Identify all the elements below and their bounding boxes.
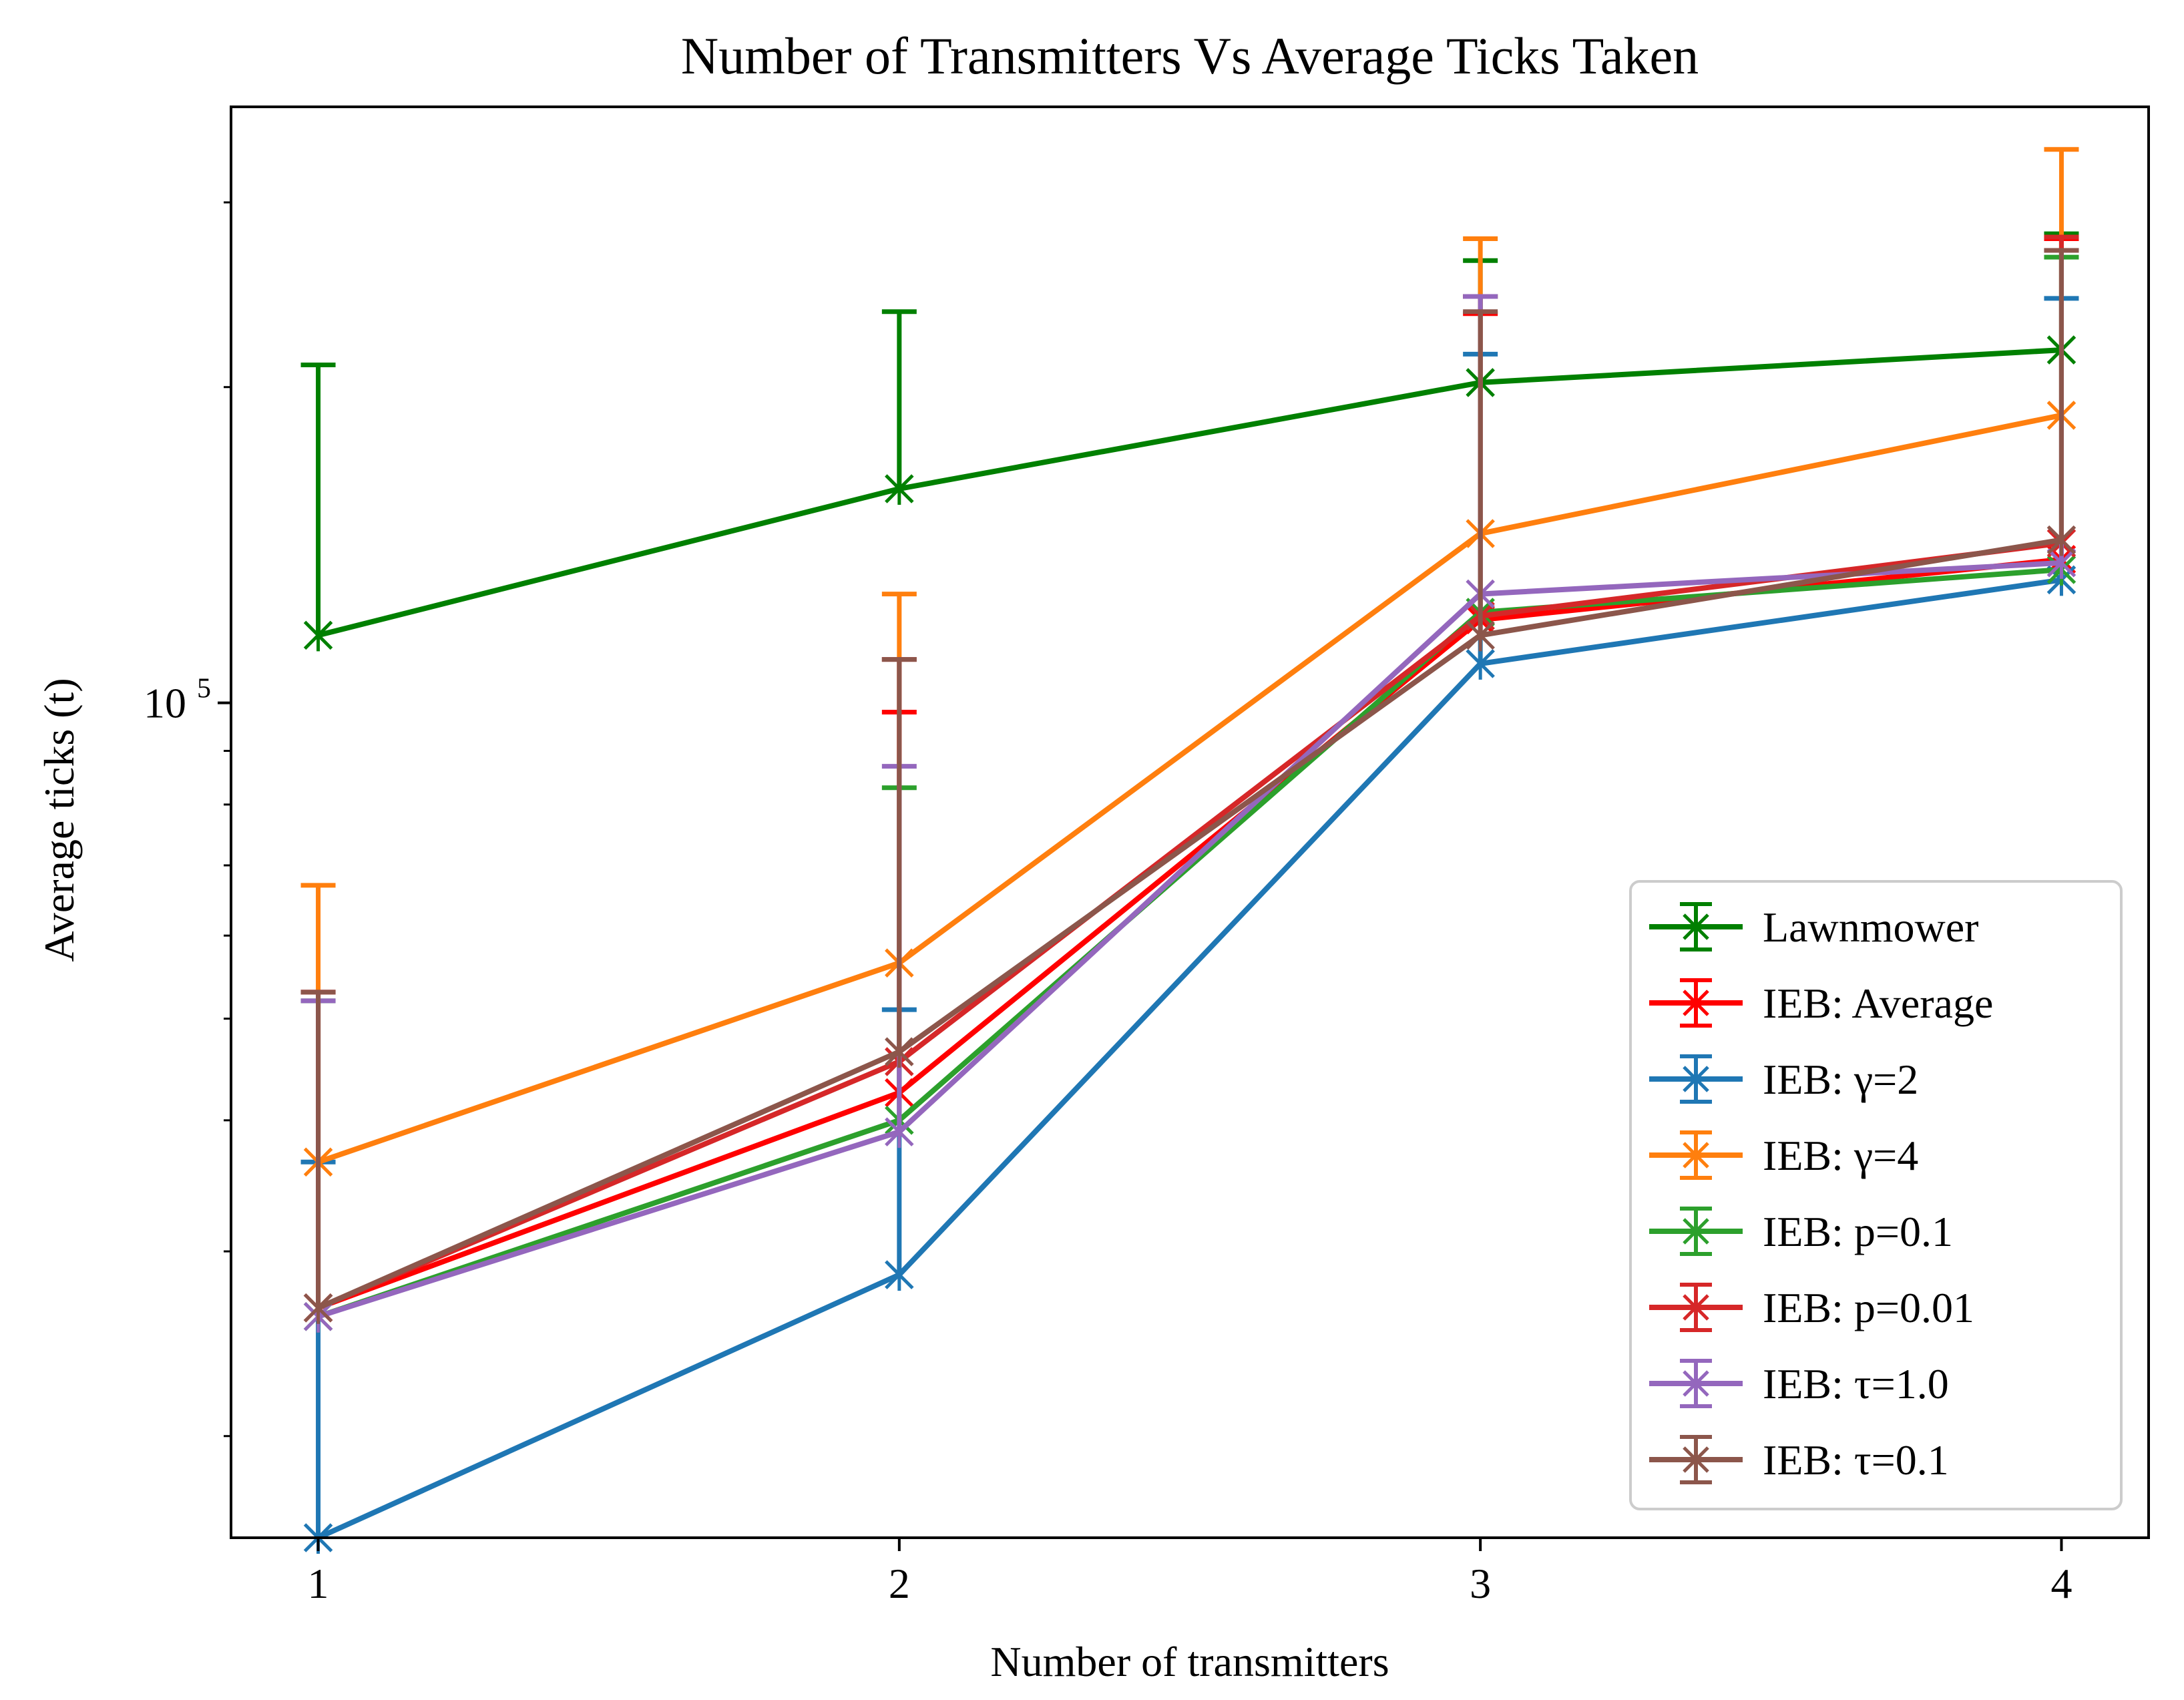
legend-marker xyxy=(1683,1066,1709,1092)
legend-marker xyxy=(1683,1370,1709,1397)
series xyxy=(300,231,2079,652)
data-point-marker xyxy=(1466,647,1495,680)
series-line xyxy=(316,577,2062,1540)
legend-entry: IEB: Average xyxy=(1649,978,1993,1028)
legend-label: IEB: τ=0.1 xyxy=(1763,1436,1949,1484)
legend-marker xyxy=(1683,1294,1709,1321)
series-line xyxy=(317,412,2062,1165)
data-point-marker xyxy=(885,1259,914,1291)
legend-label: IEB: τ=1.0 xyxy=(1763,1360,1949,1408)
x-axis: 1 2 3 4 xyxy=(308,1538,2072,1607)
data-point-marker xyxy=(885,1116,914,1148)
legend-entry: IEB: p=0.1 xyxy=(1649,1207,1953,1256)
legend-marker xyxy=(1683,1446,1709,1473)
legend-label: IEB: p=0.01 xyxy=(1763,1284,1974,1331)
series-line xyxy=(316,537,2062,1311)
legend-entry: IEB: γ=4 xyxy=(1649,1130,1918,1180)
legend-entry: IEB: γ=2 xyxy=(1649,1054,1918,1104)
series-line xyxy=(317,347,2062,638)
legend-marker xyxy=(1683,1142,1709,1168)
y-tick-label-major: 10 5 xyxy=(144,674,211,727)
y-axis: 10 5 xyxy=(144,201,231,1438)
legend-entry: IEB: p=0.01 xyxy=(1649,1283,1974,1332)
legend: Lawnmower IEB: Average IEB: γ=2 IEB: γ=4 IEB… xyxy=(1629,880,2123,1510)
y-tick-exponent: 5 xyxy=(197,674,211,704)
x-axis-label: Number of transmitters xyxy=(990,1638,1389,1685)
legend-entry: Lawnmower xyxy=(1649,902,1978,951)
y-tick-base: 10 xyxy=(144,680,186,727)
series xyxy=(300,248,2079,1324)
legend-marker xyxy=(1683,990,1709,1016)
legend-label: IEB: γ=4 xyxy=(1763,1132,1918,1179)
data-point-marker xyxy=(303,1291,333,1324)
data-point-marker xyxy=(885,472,914,505)
y-axis-label: Average ticks (t) xyxy=(35,678,83,962)
data-point-marker xyxy=(303,619,333,652)
data-point-marker xyxy=(1466,619,1495,652)
legend-label: Lawnmower xyxy=(1763,903,1978,951)
x-tick-label: 2 xyxy=(889,1560,910,1607)
legend-label: IEB: Average xyxy=(1763,980,1993,1027)
legend-marker xyxy=(1683,913,1709,940)
legend-entry: IEB: τ=1.0 xyxy=(1649,1359,1949,1408)
plot-area-frame xyxy=(230,105,2150,1539)
x-tick-label: 1 xyxy=(308,1560,329,1607)
legend-entry: IEB: τ=0.1 xyxy=(1649,1435,1949,1484)
data-point-marker xyxy=(885,1036,914,1068)
series-line xyxy=(317,560,2062,1319)
x-tick-label: 3 xyxy=(1470,1560,1491,1607)
chart-title: Number of Transmitters Vs Average Ticks … xyxy=(681,27,1699,85)
legend-label: IEB: γ=2 xyxy=(1763,1056,1918,1103)
legend-marker xyxy=(1683,1218,1709,1245)
series-layer xyxy=(300,147,2079,1554)
legend-box xyxy=(1629,880,2123,1510)
data-point-marker xyxy=(2046,523,2077,556)
x-tick-label: 4 xyxy=(2050,1560,2072,1607)
legend-label: IEB: p=0.1 xyxy=(1763,1208,1953,1255)
